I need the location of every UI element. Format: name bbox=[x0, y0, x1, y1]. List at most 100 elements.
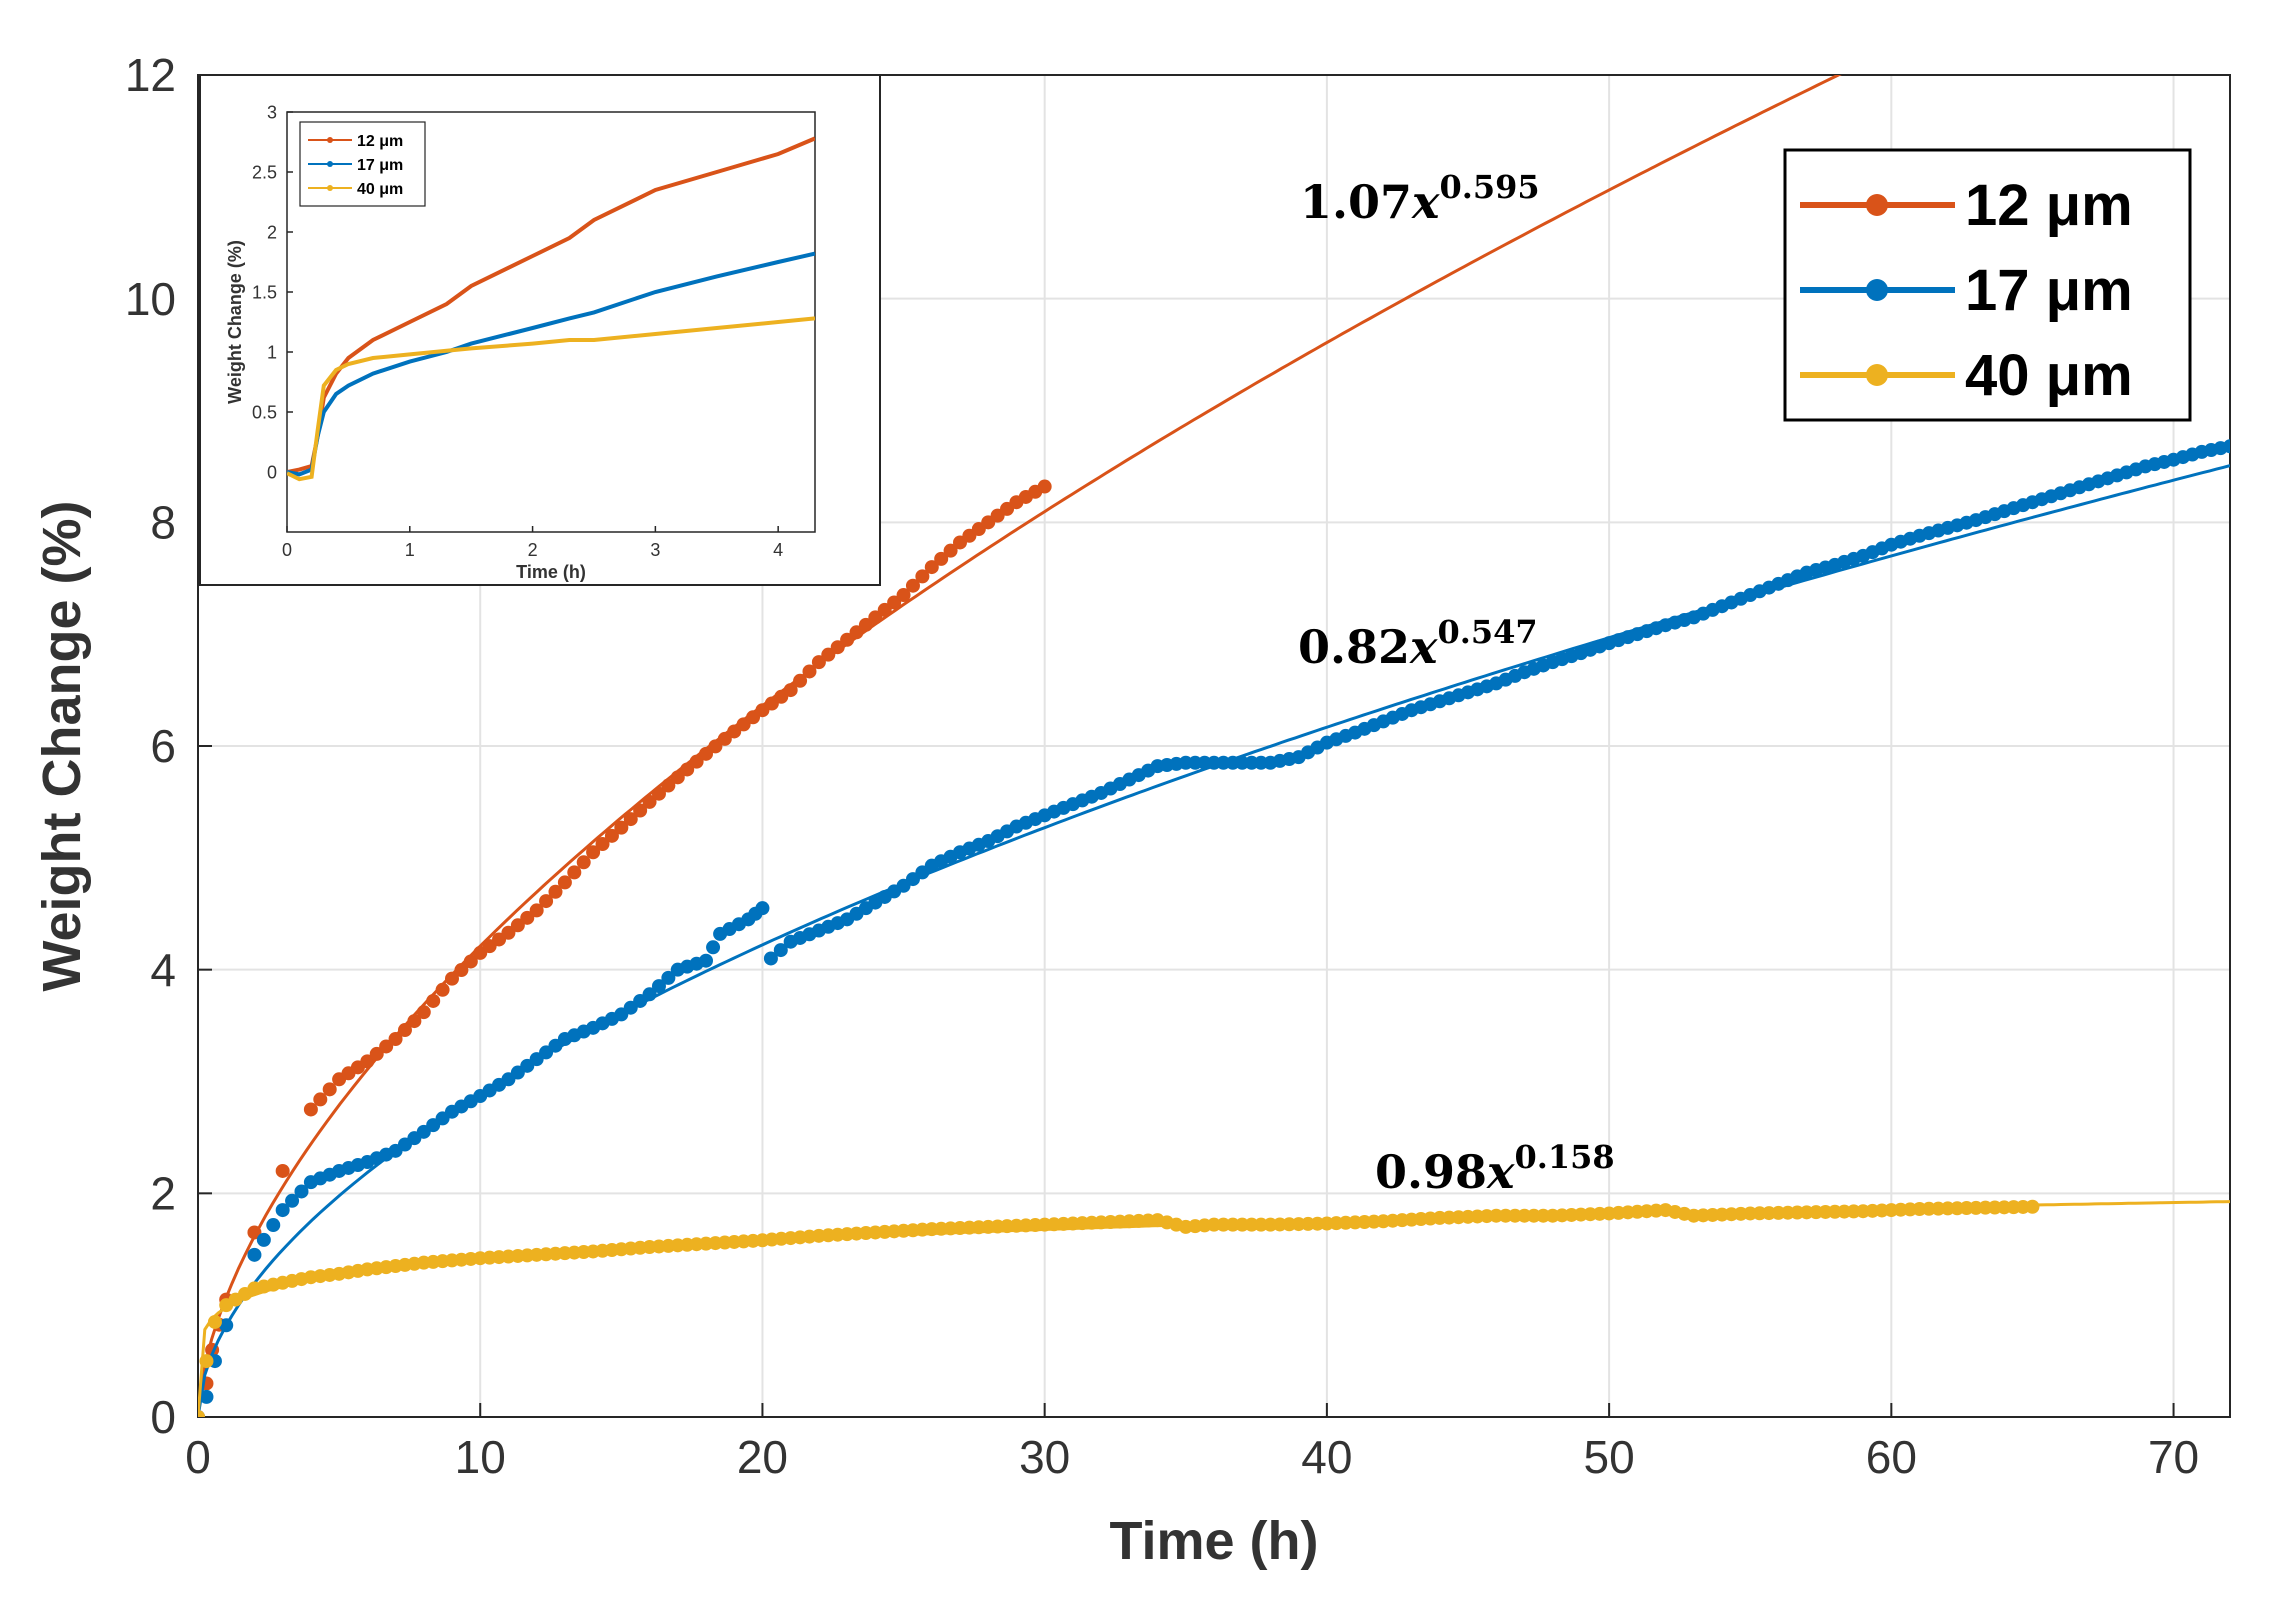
data-point bbox=[548, 884, 563, 899]
data-point bbox=[313, 1092, 328, 1107]
main-x-tick-label: 0 bbox=[185, 1431, 211, 1483]
main-y-tick-label: 6 bbox=[150, 720, 176, 772]
data-point bbox=[322, 1082, 337, 1097]
data-point bbox=[905, 578, 920, 593]
data-point bbox=[604, 828, 619, 843]
main-y-tick-label: 0 bbox=[150, 1391, 176, 1443]
data-point bbox=[416, 1005, 431, 1020]
data-point bbox=[463, 954, 478, 969]
inset-legend-item-12-um: 12 μm bbox=[308, 133, 403, 150]
legend-marker bbox=[1866, 194, 1888, 216]
data-point bbox=[1037, 479, 1052, 494]
data-point bbox=[285, 1193, 300, 1208]
data-point bbox=[802, 664, 817, 679]
fit-label-17um: 0.82x0.547 bbox=[1298, 613, 1538, 674]
inset-y-tick-label: 0.5 bbox=[252, 402, 277, 422]
data-point bbox=[198, 1410, 205, 1417]
data-point bbox=[567, 865, 582, 880]
data-point bbox=[539, 894, 554, 909]
data-point bbox=[689, 754, 704, 769]
inset-x-tick-label: 0 bbox=[282, 540, 292, 560]
main-series-40-um bbox=[198, 1199, 2230, 1417]
data-point bbox=[426, 993, 441, 1008]
data-point bbox=[633, 803, 648, 818]
main-x-tick-label: 20 bbox=[737, 1431, 788, 1483]
inset-legend-item-17-um: 17 μm bbox=[308, 157, 403, 174]
inset-axes-frame bbox=[286, 111, 816, 533]
inset-legend-label: 40 μm bbox=[357, 181, 403, 198]
data-point bbox=[642, 987, 657, 1002]
data-point bbox=[680, 762, 695, 777]
inset-y-tick-label: 2 bbox=[267, 222, 277, 242]
data-point bbox=[651, 786, 666, 801]
data-point bbox=[247, 1247, 262, 1262]
main-y-axis-label: Weight Change (%) bbox=[32, 501, 92, 992]
data-point bbox=[510, 918, 525, 933]
data-point bbox=[445, 971, 459, 986]
data-point bbox=[247, 1225, 262, 1240]
data-point bbox=[699, 953, 713, 968]
data-point bbox=[2025, 1199, 2040, 1214]
data-point bbox=[811, 655, 826, 670]
data-point bbox=[877, 602, 892, 617]
data-point bbox=[576, 855, 591, 870]
data-point bbox=[595, 837, 610, 852]
data-point bbox=[924, 560, 939, 575]
data-point bbox=[520, 910, 535, 925]
fit-curve-12-um bbox=[198, 75, 1842, 1417]
data-point bbox=[529, 903, 544, 918]
inset-x-tick-label: 2 bbox=[528, 540, 538, 560]
data-point bbox=[849, 625, 864, 640]
data-point bbox=[706, 940, 721, 955]
main-x-tick-label: 70 bbox=[2148, 1431, 2199, 1483]
inset-legend-label: 12 μm bbox=[357, 133, 403, 150]
data-point bbox=[642, 794, 657, 809]
main-x-tick-label: 60 bbox=[1866, 1431, 1917, 1483]
inset-line-40-um bbox=[287, 316, 815, 482]
data-point bbox=[266, 1218, 281, 1233]
data-point bbox=[651, 979, 666, 994]
inset-x-tick-label: 3 bbox=[650, 540, 660, 560]
main-series-17-um bbox=[198, 439, 2230, 1417]
data-point bbox=[614, 820, 629, 835]
data-point bbox=[256, 1232, 271, 1247]
main-x-tick-label: 30 bbox=[1019, 1431, 1070, 1483]
data-point bbox=[303, 1102, 318, 1117]
legend-marker bbox=[1866, 364, 1888, 386]
data-point bbox=[275, 1203, 290, 1218]
main-x-tick-label: 10 bbox=[455, 1431, 506, 1483]
legend-item-17-um: 17 μm bbox=[1800, 258, 2133, 323]
main-y-tick-label: 8 bbox=[150, 496, 176, 548]
fit-annotations: 1.07x0.595 0.82x0.547 0.98x0.158 bbox=[1298, 168, 1615, 1199]
main-series-12-um bbox=[198, 75, 1842, 1417]
data-point bbox=[360, 1054, 375, 1069]
inset-legend-marker bbox=[327, 161, 333, 167]
data-point bbox=[887, 595, 902, 610]
data-point bbox=[454, 963, 469, 978]
data-point bbox=[407, 1014, 422, 1029]
inset-x-axis-label: Time (h) bbox=[516, 562, 586, 582]
inset-series-40-um bbox=[287, 316, 815, 482]
legend-label: 12 μm bbox=[1965, 173, 2133, 238]
data-point bbox=[379, 1039, 394, 1054]
data-point bbox=[821, 647, 836, 662]
inset-legend-marker bbox=[327, 185, 333, 191]
fit-label-40um: 0.98x0.158 bbox=[1375, 1138, 1615, 1199]
inset-y-tick-label: 2.5 bbox=[252, 162, 277, 182]
data-point bbox=[793, 673, 808, 688]
data-point bbox=[773, 943, 788, 958]
data-point bbox=[934, 551, 949, 566]
legend: 12 μm 17 μm 40 μm bbox=[1783, 148, 2192, 422]
data-point bbox=[896, 588, 911, 603]
main-y-tick-label: 4 bbox=[150, 944, 176, 996]
data-point bbox=[708, 739, 723, 754]
data-point bbox=[388, 1032, 403, 1047]
data-point bbox=[294, 1184, 309, 1199]
data-point bbox=[943, 543, 958, 558]
main-x-axis-label: Time (h) bbox=[1109, 1511, 1318, 1571]
data-point bbox=[661, 970, 676, 985]
data-point bbox=[915, 569, 930, 584]
main-x-tick-label: 50 bbox=[1584, 1431, 1635, 1483]
data-point bbox=[699, 746, 713, 761]
